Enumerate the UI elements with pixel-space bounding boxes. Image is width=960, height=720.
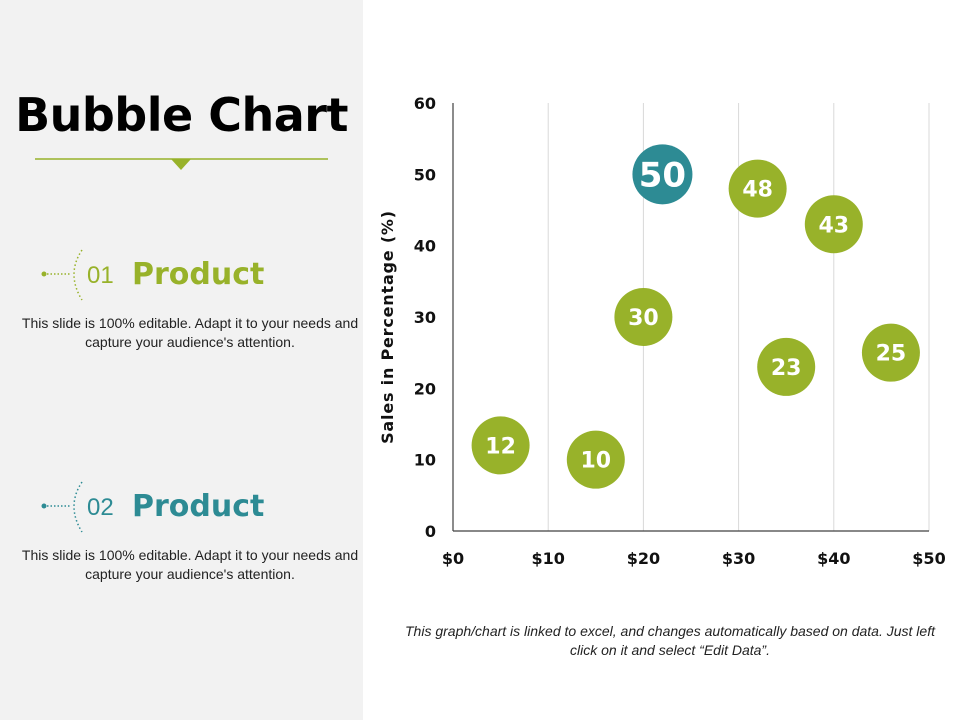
bubble-label: 12 xyxy=(485,434,516,459)
left-panel: Bubble Chart 01 Product This slide is 10… xyxy=(0,0,363,720)
bubble-label: 30 xyxy=(628,306,659,331)
x-tick-label: $20 xyxy=(627,549,660,568)
title-divider xyxy=(35,158,328,170)
bubble-chart-svg: $0 $10 $20 $30 $40 $50 0 10 20 30 40 50 60 Sales in P… xyxy=(378,94,946,568)
legend-number: 01 xyxy=(87,262,114,289)
y-tick-label: 30 xyxy=(414,308,436,327)
x-tick-label: $0 xyxy=(442,549,464,568)
bubble-label: 10 xyxy=(580,449,611,474)
y-tick-label: 40 xyxy=(414,237,436,256)
y-tick-label: 0 xyxy=(425,522,436,541)
y-tick-label: 10 xyxy=(414,451,436,470)
bubble xyxy=(471,416,530,475)
legend-description: This slide is 100% editable. Adapt it to… xyxy=(21,547,359,582)
chart-footnote: This graph/chart is linked to excel, and… xyxy=(405,623,935,658)
legend-item-product-02: 02 Product This slide is 100% editable. … xyxy=(0,480,363,610)
legend-number: 02 xyxy=(87,494,114,521)
bubble-label: 23 xyxy=(771,356,802,381)
bubble xyxy=(804,195,863,254)
y-tick-label: 20 xyxy=(414,379,436,398)
bubble-label: 43 xyxy=(818,213,849,238)
legend-description: This slide is 100% editable. Adapt it to… xyxy=(21,315,359,350)
x-tick-label: $50 xyxy=(912,549,945,568)
bubble xyxy=(566,430,625,489)
x-tick-label: $30 xyxy=(722,549,755,568)
dotted-bracket-icon xyxy=(41,481,83,533)
bubble-label: 48 xyxy=(742,178,773,203)
bubble-label: 25 xyxy=(876,342,907,367)
legend-heading: Product xyxy=(132,489,265,524)
bubble xyxy=(861,323,920,382)
legend-heading: Product xyxy=(132,257,265,292)
bubble xyxy=(614,288,673,346)
bubble xyxy=(757,337,816,396)
legend-item-product-01: 01 Product This slide is 100% editable. … xyxy=(0,248,363,378)
bubble-chart[interactable]: $0 $10 $20 $30 $40 $50 0 10 20 30 40 50 60 Sales in P… xyxy=(363,80,960,580)
y-axis-title: Sales in Percentage (%) xyxy=(378,210,397,444)
slide-title: Bubble Chart xyxy=(15,88,348,142)
y-tick-label: 50 xyxy=(414,165,436,184)
x-tick-label: $40 xyxy=(817,549,850,568)
bubble xyxy=(632,144,693,205)
dotted-bracket-icon xyxy=(41,249,83,301)
y-tick-label: 60 xyxy=(414,94,436,113)
x-tick-label: $10 xyxy=(531,549,564,568)
bubble xyxy=(728,159,787,218)
bubble-label: 50 xyxy=(639,155,686,195)
